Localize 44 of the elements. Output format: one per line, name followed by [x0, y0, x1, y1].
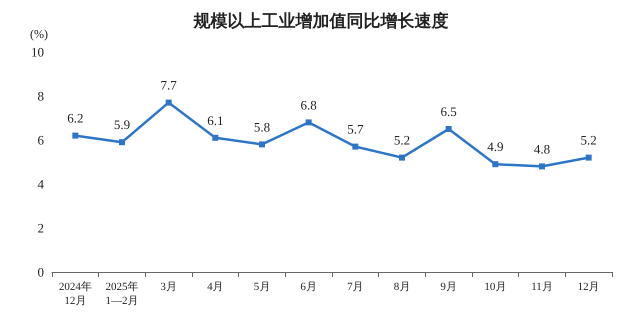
point	[119, 139, 125, 146]
x-tick-label: 11月	[531, 281, 553, 293]
x-tick-label: 2024年 12月	[58, 281, 92, 307]
x-tick-label: 2025年 1—2月	[106, 281, 138, 307]
x-tick-label: 12月	[578, 281, 600, 293]
x-tick-label: 10月	[484, 281, 506, 293]
x-tick-label: 8月	[394, 281, 410, 293]
point	[492, 161, 498, 168]
y-tick-label: 2	[38, 220, 44, 236]
point	[446, 126, 452, 132]
data-label: 6.1	[207, 112, 224, 128]
data-label: 4.8	[534, 141, 550, 156]
data-label: 7.7	[160, 78, 178, 93]
data-label: 5.2	[580, 132, 597, 148]
data-label: 5.7	[347, 122, 364, 137]
data-label: 5.2	[394, 132, 410, 148]
data-label: 6.5	[440, 104, 457, 119]
y-tick-label: 0	[38, 264, 44, 280]
y-tick-label: 6	[38, 132, 44, 148]
data-label: 6.8	[300, 97, 317, 112]
point	[212, 134, 218, 141]
y-tick-label: 8	[38, 88, 44, 104]
x-tick-label: 6月	[300, 281, 317, 293]
x-tick-label: 4月	[207, 281, 224, 293]
y-tick-label: 10	[31, 44, 44, 60]
data-label: 5.8	[254, 119, 270, 134]
data-label: 6.2	[67, 110, 84, 126]
x-tick-label: 3月	[160, 281, 177, 293]
point	[166, 100, 172, 106]
point	[539, 163, 545, 170]
point	[259, 141, 265, 148]
x-tick-label: 9月	[440, 281, 457, 293]
data-label: 4.9	[487, 139, 504, 154]
x-tick-label: 5月	[254, 281, 270, 293]
point	[306, 119, 312, 126]
chart-title: 规模以上工业增加值同比增长速度	[192, 12, 448, 32]
point	[399, 154, 405, 161]
data-label: 5.9	[114, 117, 130, 132]
point	[72, 132, 78, 139]
point	[586, 154, 592, 161]
point	[352, 144, 358, 150]
y-tick-label: 4	[38, 176, 44, 192]
x-tick-label: 7月	[347, 281, 364, 293]
y-axis-title: (%)	[30, 27, 48, 41]
